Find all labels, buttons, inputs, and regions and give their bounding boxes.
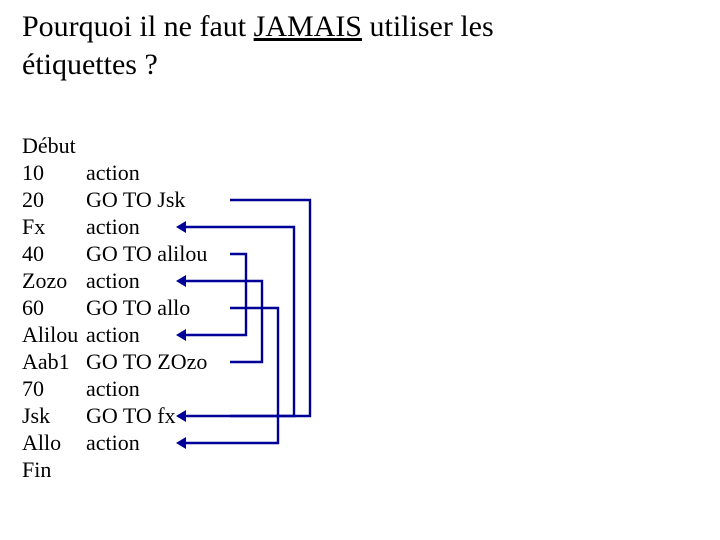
code-row: Fxaction xyxy=(22,213,207,240)
code-row: 10action xyxy=(22,159,207,186)
code-label: Alilou xyxy=(22,321,86,348)
code-row: Alilouaction xyxy=(22,321,207,348)
code-row: Alloaction xyxy=(22,429,207,456)
code-label: Allo xyxy=(22,429,86,456)
code-action: GO TO allo xyxy=(86,295,190,320)
code-row: Fin xyxy=(22,456,207,483)
code-row: 40GO TO alilou xyxy=(22,240,207,267)
code-label: Fin xyxy=(22,456,86,483)
code-label: 20 xyxy=(22,186,86,213)
code-label: Fx xyxy=(22,213,86,240)
code-row: 20GO TO Jsk xyxy=(22,186,207,213)
title-post: utiliser les xyxy=(362,10,494,43)
code-action: action xyxy=(86,160,140,185)
code-action: action xyxy=(86,322,140,347)
code-label: 40 xyxy=(22,240,86,267)
code-action: action xyxy=(86,430,140,455)
code-label: 10 xyxy=(22,159,86,186)
code-action: GO TO alilou xyxy=(86,241,207,266)
code-action: action xyxy=(86,268,140,293)
code-action: action xyxy=(86,214,140,239)
code-action: GO TO ZOzo xyxy=(86,349,207,374)
code-block: Début10action20GO TO JskFxaction40GO TO … xyxy=(22,132,207,483)
code-label: 70 xyxy=(22,375,86,402)
code-row: 70action xyxy=(22,375,207,402)
title-pre: Pourquoi il ne faut xyxy=(22,10,254,43)
code-action: GO TO fx xyxy=(86,403,176,428)
code-label: 60 xyxy=(22,294,86,321)
code-label: Zozo xyxy=(22,267,86,294)
code-action: action xyxy=(86,376,140,401)
code-row: 60GO TO allo xyxy=(22,294,207,321)
code-label: Début xyxy=(22,132,86,159)
title-line2: étiquettes ? xyxy=(22,48,158,81)
code-row: Zozoaction xyxy=(22,267,207,294)
title-underline: JAMAIS xyxy=(254,10,362,43)
code-label: Aab1 xyxy=(22,348,86,375)
code-action: GO TO Jsk xyxy=(86,187,185,212)
code-row: Début xyxy=(22,132,207,159)
code-row: Aab1GO TO ZOzo xyxy=(22,348,207,375)
code-label: Jsk xyxy=(22,402,86,429)
code-row: JskGO TO fx xyxy=(22,402,207,429)
page-title: Pourquoi il ne faut JAMAIS utiliser les … xyxy=(22,8,494,83)
